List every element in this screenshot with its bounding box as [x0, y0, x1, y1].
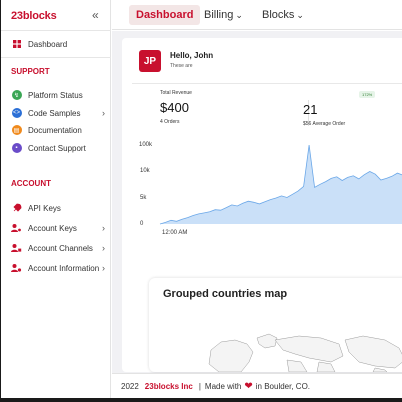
sidebar-item-label: Platform Status — [28, 90, 83, 100]
sidebar-item-documentation[interactable]: ▤ Documentation — [11, 123, 107, 137]
revenue-value: $400 — [160, 100, 189, 115]
sidebar: 23blocks « Dashboard SUPPORT ↯ Platform … — [1, 0, 111, 398]
platform-status-icon: ↯ — [11, 90, 22, 101]
footer: 2022 23blocks Inc | Made with ❤ in Bould… — [112, 373, 402, 398]
revenue-label: Total Revenue — [160, 90, 192, 96]
orders-count: 4 Orders — [160, 119, 180, 125]
footer-separator: | — [198, 381, 201, 391]
chevron-down-icon: ⌄ — [296, 9, 304, 20]
chevron-right-icon: › — [102, 108, 105, 118]
y-tick-label: 100k — [139, 142, 153, 148]
chevron-right-icon: › — [102, 263, 105, 273]
y-tick-label: 0 — [140, 221, 144, 227]
chart-line — [159, 145, 402, 225]
sidebar-item-code-samples[interactable]: <> Code Samples › — [11, 106, 107, 120]
sidebar-item-label: Code Samples — [28, 108, 81, 118]
countries-map-card: Grouped countries map — [149, 278, 402, 372]
sidebar-item-label: API Keys — [28, 203, 61, 213]
footer-company-link[interactable]: 23blocks Inc — [144, 381, 193, 391]
chart-area — [160, 145, 402, 224]
sidebar-item-label: Documentation — [28, 125, 82, 135]
chevron-down-icon: ⌄ — [235, 9, 243, 20]
top-navigation: Dashboard Billing ⌄ Blocks ⌄ — [112, 0, 402, 30]
chevron-right-icon: › — [102, 223, 105, 233]
average-value: 21 — [303, 102, 318, 117]
sidebar-item-dashboard[interactable]: Dashboard — [11, 37, 107, 51]
sidebar-item-account-information[interactable]: Account Information › — [11, 261, 107, 275]
sidebar-item-contact-support[interactable]: ▪ Contact Support — [11, 141, 107, 155]
footer-year: 2022 — [121, 381, 139, 391]
revenue-chart — [159, 145, 402, 225]
chevron-right-icon: › — [102, 243, 105, 253]
sidebar-item-label: Account Keys — [28, 223, 77, 233]
x-tick-label: 12:00 AM — [162, 230, 188, 236]
tab-dashboard[interactable]: Dashboard — [129, 5, 201, 25]
user-channel-icon — [11, 243, 22, 254]
code-icon: <> — [11, 108, 22, 118]
greeting-subtitle: These are — [170, 63, 193, 69]
sidebar-item-label: Account Information — [28, 263, 100, 273]
greeting: Hello, John — [170, 51, 214, 60]
status-badge: 172% — [359, 91, 376, 98]
tab-blocks[interactable]: Blocks ⌄ — [262, 9, 304, 21]
footer-made-with: Made with — [204, 381, 242, 391]
sidebar-item-account-channels[interactable]: Account Channels › — [11, 241, 107, 255]
sidebar-item-account-keys[interactable]: Account Keys › — [11, 221, 107, 235]
main-content: JP Hello, John These are Total Revenue $… — [112, 31, 402, 373]
stats-separator — [308, 100, 309, 126]
grid-icon — [11, 39, 22, 50]
avatar[interactable]: JP — [139, 50, 161, 72]
user-key-icon — [11, 223, 22, 234]
sidebar-item-api-keys[interactable]: API Keys — [11, 201, 107, 215]
world-map[interactable] — [149, 278, 402, 372]
chat-icon: ▪ — [11, 143, 22, 154]
sidebar-dashboard-row — [1, 30, 111, 58]
rocket-icon — [11, 203, 22, 214]
support-section-title: SUPPORT — [11, 67, 50, 76]
y-tick-label: 5k — [140, 195, 147, 201]
y-tick-label: 10k — [140, 168, 150, 174]
heart-icon: ❤ — [244, 380, 253, 392]
account-section-title: ACCOUNT — [11, 179, 51, 188]
footer-location: in Boulder, CO. — [255, 381, 311, 391]
document-icon: ▤ — [11, 125, 22, 136]
user-info-icon — [11, 263, 22, 274]
divider — [132, 83, 402, 84]
double-chevron-left-icon[interactable]: « — [92, 8, 99, 22]
tab-billing[interactable]: Billing ⌄ — [204, 9, 243, 21]
logo[interactable]: 23blocks — [11, 10, 57, 22]
dashboard-card: JP Hello, John These are Total Revenue $… — [122, 38, 402, 372]
sidebar-item-label: Dashboard — [28, 39, 68, 49]
sidebar-item-label: Contact Support — [28, 143, 86, 153]
average-order: $56 Average Order — [303, 121, 346, 127]
sidebar-item-platform-status[interactable]: ↯ Platform Status — [11, 88, 107, 102]
map-title: Grouped countries map — [163, 288, 288, 300]
sidebar-item-label: Account Channels — [28, 243, 93, 253]
